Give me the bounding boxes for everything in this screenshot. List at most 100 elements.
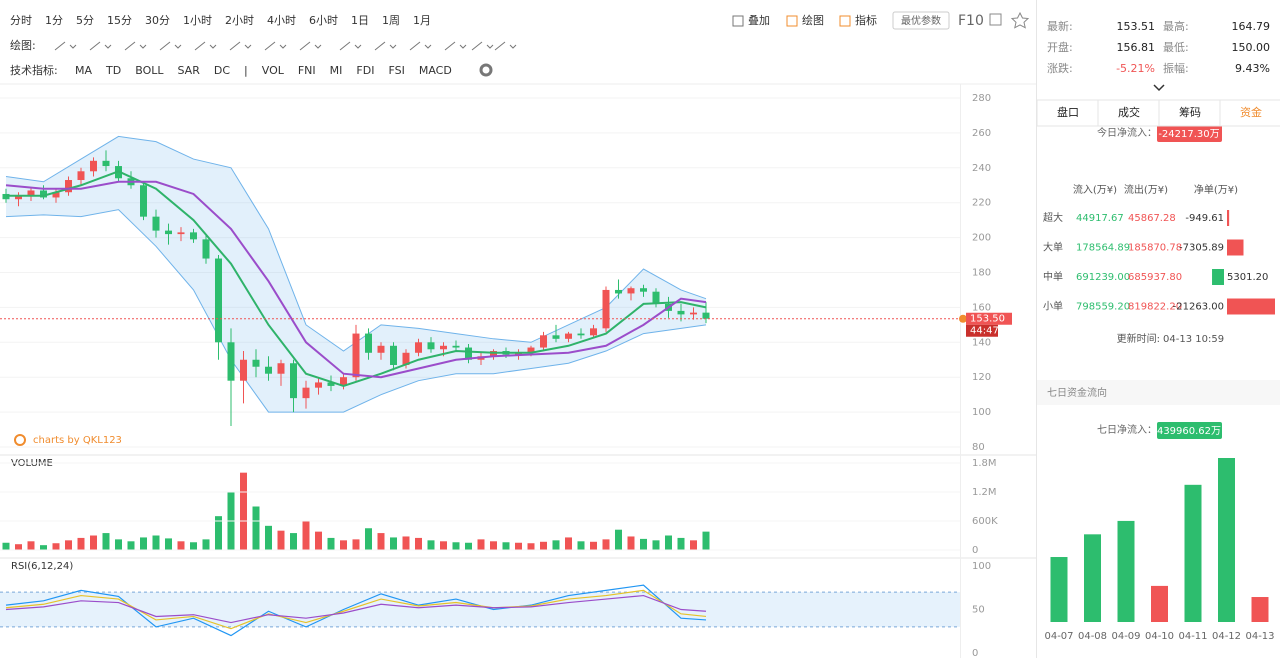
tool-icon[interactable] (264, 41, 287, 51)
tab[interactable] (1219, 99, 1280, 127)
tab-label[interactable]: 资金 (1240, 105, 1262, 119)
last-price-label: 153.50 (970, 314, 1005, 325)
favorite-icon[interactable] (1010, 11, 1030, 29)
quote-label: 最低: (1163, 41, 1189, 54)
tool-icon[interactable] (409, 41, 432, 51)
candle-body (315, 382, 322, 388)
tool-icon[interactable] (54, 41, 77, 51)
indicator-button[interactable]: BOLL (135, 64, 164, 77)
fund-outflow: 185870.78 (1128, 243, 1182, 254)
f10[interactable]: F10 (958, 13, 984, 29)
volume-bar (465, 542, 472, 550)
rsi-band (0, 592, 960, 627)
net-label: -21263.00 (1173, 302, 1224, 313)
tool-icon[interactable] (339, 41, 362, 51)
week-bar (1050, 557, 1068, 622)
indicator-button[interactable]: SAR (178, 64, 201, 77)
update-label: 更新时间: (1117, 332, 1160, 345)
volume-bar (352, 539, 360, 550)
tool-icon[interactable] (124, 41, 147, 51)
rsi-line (5, 584, 707, 637)
tab-label[interactable]: 成交 (1118, 105, 1140, 119)
quote-value: -5.21% (1116, 62, 1155, 75)
indicator-button[interactable]: MACD (419, 64, 452, 77)
tool-icon[interactable] (299, 41, 322, 51)
y-tick-label: 260 (972, 128, 991, 139)
volume-bar (152, 535, 160, 550)
volume-bar (240, 472, 247, 550)
tool-icon[interactable] (374, 41, 397, 51)
candle-body (40, 190, 47, 198)
best-params[interactable]: 最优参数 (901, 14, 941, 27)
timeframe-button[interactable]: 1分 (45, 14, 63, 27)
tool-icon[interactable] (229, 41, 252, 51)
indicator-button[interactable]: FSI (388, 64, 404, 77)
expand-icon[interactable] (1153, 84, 1165, 92)
volume-bar (402, 536, 410, 550)
fund-inflow: 798559.20 (1076, 302, 1130, 313)
candle-body (140, 185, 147, 217)
action-button[interactable]: 叠加 (748, 14, 770, 27)
week-bar (1251, 597, 1269, 622)
candle-body (327, 382, 335, 386)
action-button[interactable]: 指标 (855, 13, 877, 27)
tab[interactable] (1097, 99, 1160, 127)
y-tick-label: 280 (972, 93, 991, 104)
indicator-button[interactable]: FDI (356, 64, 374, 77)
volume-bar (215, 516, 222, 550)
candle-body (440, 345, 447, 350)
y-tick-label: 100 (972, 407, 991, 418)
indicator-button[interactable]: | (244, 64, 248, 77)
timeframe-button[interactable]: 6小时 (309, 14, 338, 27)
tool-icon[interactable] (494, 41, 517, 51)
indicator-button[interactable]: FNI (298, 64, 316, 77)
timeframe-button[interactable]: 4小时 (267, 14, 296, 27)
timeframe-button[interactable]: 1周 (382, 14, 400, 27)
timeframe-button[interactable]: 5分 (76, 14, 94, 27)
action-button[interactable]: 绘图 (802, 13, 824, 27)
fund-header: 流入(万¥) (1073, 183, 1117, 196)
candle-body (677, 310, 685, 315)
fullscreen-icon[interactable] (989, 13, 1002, 26)
tab-label[interactable]: 盘口 (1057, 105, 1079, 119)
best-params-button[interactable] (892, 11, 950, 30)
candle-body (265, 366, 272, 374)
action-icon[interactable] (732, 15, 744, 27)
candle-body (527, 347, 535, 353)
timeframe-button[interactable]: 30分 (145, 14, 170, 27)
y-tick-label: 180 (972, 268, 991, 279)
volume-bar (277, 530, 285, 550)
fund-inflow: 691239.00 (1076, 272, 1130, 283)
tab[interactable] (1036, 99, 1099, 127)
tool-icon[interactable] (444, 41, 467, 51)
timeframe-button[interactable]: 1小时 (183, 14, 212, 27)
indicator-label: 技术指标: (10, 63, 58, 77)
indicator-button[interactable]: VOL (262, 64, 285, 77)
tool-icon[interactable] (89, 41, 112, 51)
today-badge (1157, 125, 1222, 142)
indicator-button[interactable]: TD (105, 64, 121, 77)
timeframe-button[interactable]: 2小时 (225, 14, 254, 27)
candle-body (627, 288, 635, 294)
volume-bar (290, 533, 297, 550)
action-icon[interactable] (839, 15, 851, 27)
timeframe-button[interactable]: 1月 (413, 14, 431, 27)
timeframe-button[interactable]: 1日 (351, 14, 369, 27)
indicator-button[interactable]: DC (214, 64, 230, 77)
volume-bar (690, 540, 697, 550)
y-tick-label: 120 (972, 372, 991, 383)
tool-icon[interactable] (471, 41, 494, 51)
timeframe-button[interactable]: 分时 (10, 14, 32, 27)
indicator-button[interactable]: MI (330, 64, 343, 77)
indicator-button[interactable]: MA (75, 64, 92, 77)
settings-icon[interactable] (479, 63, 493, 77)
timeframe-button[interactable]: 15分 (107, 14, 132, 27)
net-bar (1212, 269, 1224, 285)
volume-bar (502, 542, 510, 550)
volume-bar (315, 531, 322, 550)
tool-icon[interactable] (194, 41, 217, 51)
candle-body (227, 342, 235, 381)
tab-label[interactable]: 筹码 (1179, 105, 1201, 119)
tool-icon[interactable] (159, 41, 182, 51)
action-icon[interactable] (786, 15, 798, 27)
